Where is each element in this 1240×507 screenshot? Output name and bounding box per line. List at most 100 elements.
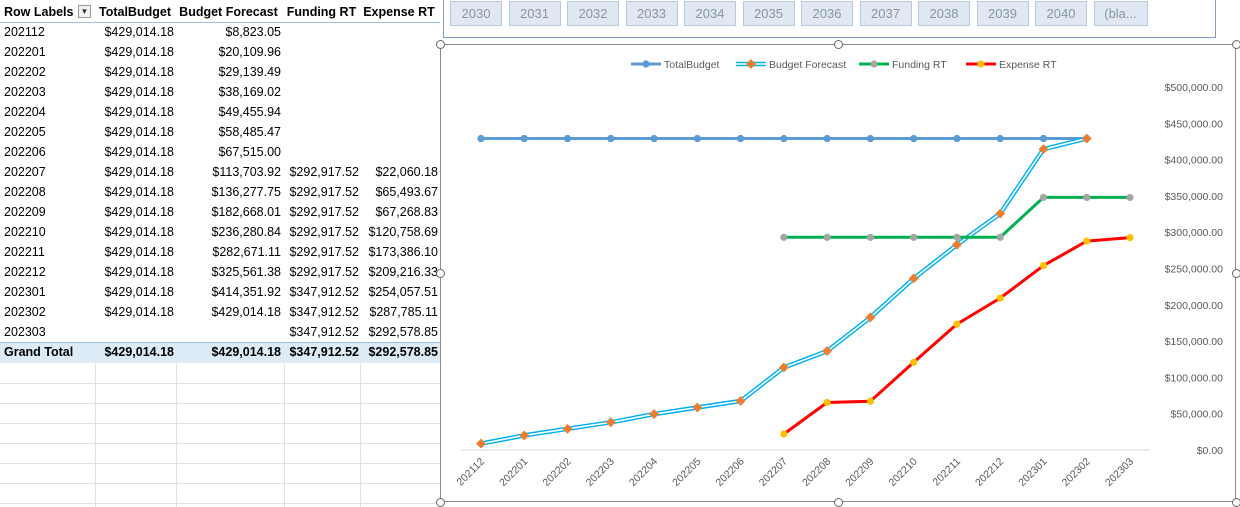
resize-handle-bottom-right[interactable]: [1232, 498, 1240, 507]
budget-forecast-point: [692, 402, 703, 413]
funding-rt-cell: [284, 62, 359, 82]
pivot-body: 202112 $429,014.18 $8,823.05 202201 $429,014…: [0, 22, 440, 342]
funding-rt-cell: $347,912.52: [289, 325, 359, 339]
slicer-item[interactable]: 2039: [976, 1, 1029, 26]
budget-forecast-cell: $20,109.96: [218, 45, 281, 59]
expense-rt-cell: $254,057.51: [368, 285, 438, 299]
budget-forecast-point: [778, 362, 789, 373]
funding-rt-cell: [284, 102, 359, 122]
row-labels-header[interactable]: Row Labels: [4, 5, 74, 19]
totalbudget-cell: $429,014.18: [104, 265, 174, 279]
row-label-cell: 202203: [4, 85, 46, 99]
resize-handle-bottom-middle[interactable]: [834, 498, 843, 507]
funding-rt-point: [1039, 193, 1048, 202]
legend-totalbudget-marker: [642, 60, 650, 68]
legend-funding-rt-marker: [870, 60, 878, 68]
row-label-cell: 202204: [4, 105, 46, 119]
resize-handle-middle-right[interactable]: [1232, 269, 1240, 278]
budget-forecast-line-outer: [480, 136, 1088, 446]
resize-handle-top-right[interactable]: [1232, 40, 1240, 49]
slicer-item[interactable]: 2040: [1035, 1, 1087, 26]
slicer-item[interactable]: 2037: [859, 1, 912, 26]
y-tick-label: $450,000.00: [1165, 118, 1224, 130]
pivot-row: 202209 $429,014.18 $182,668.01 $292,917.52 $…: [0, 202, 440, 222]
expense-rt-cell: [360, 82, 438, 102]
budget-forecast-cell: $49,455.94: [218, 105, 281, 119]
budget-forecast-cell: $182,668.01: [211, 205, 281, 219]
slicer-item[interactable]: 2033: [625, 1, 678, 26]
expense-rt-cell: [360, 62, 438, 82]
grand-total-funding-rt: $347,912.52: [289, 345, 359, 359]
budget-forecast-cell: [176, 322, 281, 342]
totalbudget-point: [866, 134, 874, 143]
legend-budget-forecast-label: Budget Forecast: [769, 59, 846, 71]
header-divider: [0, 22, 440, 23]
slicer-item[interactable]: 2034: [684, 1, 736, 26]
y-tick-label: $300,000.00: [1165, 227, 1224, 239]
slicer-item[interactable]: 2030: [450, 1, 502, 26]
slicer-item[interactable]: 2035: [742, 1, 795, 26]
totalbudget-point: [953, 134, 961, 143]
y-tick-label: $150,000.00: [1165, 336, 1224, 348]
funding-rt-cell: [284, 42, 359, 62]
totalbudget-cell: $429,014.18: [104, 165, 174, 179]
slicer-item[interactable]: (bla...: [1093, 1, 1148, 26]
slicer-item[interactable]: 2036: [801, 1, 853, 26]
pivot-row: 202303 $347,912.52 $292,578.85: [0, 322, 440, 342]
budget-forecast-point: [476, 438, 486, 449]
expense-rt-line: [783, 236, 1131, 436]
year-slicer: 2030 2031 2032 2033 2034 2035 2036 2037 2038 2039…: [443, 0, 1216, 38]
x-tick-label: 202112: [454, 456, 487, 489]
legend-expense-rt-marker: [977, 60, 985, 68]
worksheet-gridlines: [0, 364, 440, 507]
budget-forecast-cell: $236,280.84: [211, 225, 281, 239]
pivot-row: 202302 $429,014.18 $429,014.18 $347,912.52 $…: [0, 302, 440, 322]
funding-rt-point: [823, 233, 831, 241]
y-tick-label: $200,000.00: [1165, 300, 1224, 312]
funding-rt-cell: $292,917.52: [289, 245, 359, 259]
totalbudget-point: [650, 134, 658, 143]
resize-handle-middle-left[interactable]: [436, 269, 445, 278]
row-label-cell: 202301: [4, 285, 46, 299]
pivot-row: 202205 $429,014.18 $58,485.47: [0, 122, 440, 142]
x-tick-label: 202210: [887, 456, 920, 489]
budget-forecast-cell: $325,561.38: [211, 265, 281, 279]
slicer-item[interactable]: 2031: [508, 1, 561, 26]
x-tick-label: 202303: [1103, 456, 1136, 489]
pivot-row: 202210 $429,014.18 $236,280.84 $292,917.52 $…: [0, 222, 440, 242]
expense-rt-header: Expense RT: [363, 5, 435, 19]
expense-rt-cell: [360, 42, 438, 62]
resize-handle-top-middle[interactable]: [834, 40, 843, 49]
expense-rt-cell: $173,386.10: [368, 245, 438, 259]
expense-rt-cell: $65,493.67: [375, 185, 438, 199]
row-label-cell: 202211: [4, 245, 45, 259]
expense-rt-point: [953, 320, 961, 328]
dropdown-filter-icon[interactable]: ▼: [78, 5, 91, 18]
expense-rt-cell: $67,268.83: [375, 205, 438, 219]
totalbudget-cell: [96, 322, 174, 342]
resize-handle-top-left[interactable]: [436, 40, 445, 49]
budget-forecast-cell: $282,671.11: [212, 245, 281, 259]
funding-rt-point: [866, 233, 874, 241]
chart-svg: $0.00 $50,000.00 $100,000.00 $150,000.00 $20…: [454, 59, 1224, 489]
expense-rt-cell: $287,785.11: [369, 305, 438, 319]
row-label-cell: 202212: [4, 265, 46, 279]
budget-forecast-point: [1081, 133, 1092, 144]
expense-rt-point: [866, 397, 874, 405]
funding-rt-cell: $292,917.52: [289, 185, 359, 199]
pivot-row: 202204 $429,014.18 $49,455.94: [0, 102, 440, 122]
x-tick-label: 202201: [497, 456, 530, 489]
pivot-row: 202301 $429,014.18 $414,351.92 $347,912.52 $…: [0, 282, 440, 302]
pivot-row: 202202 $429,014.18 $29,139.49: [0, 62, 440, 82]
budget-forecast-point: [865, 312, 876, 323]
x-tick-label: 202207: [757, 456, 790, 489]
grand-total-totalbudget: $429,014.18: [104, 345, 174, 359]
slicer-item[interactable]: 2038: [918, 1, 970, 26]
line-chart[interactable]: $0.00 $50,000.00 $100,000.00 $150,000.00 $20…: [440, 44, 1236, 502]
resize-handle-bottom-left[interactable]: [436, 498, 445, 507]
totalbudget-point: [1039, 134, 1048, 143]
slicer-item[interactable]: 2032: [567, 1, 619, 26]
row-label-cell: 202201: [4, 45, 46, 59]
totalbudget-cell: $429,014.18: [104, 105, 174, 119]
grand-total-expense-rt: $292,578.85: [368, 345, 438, 359]
